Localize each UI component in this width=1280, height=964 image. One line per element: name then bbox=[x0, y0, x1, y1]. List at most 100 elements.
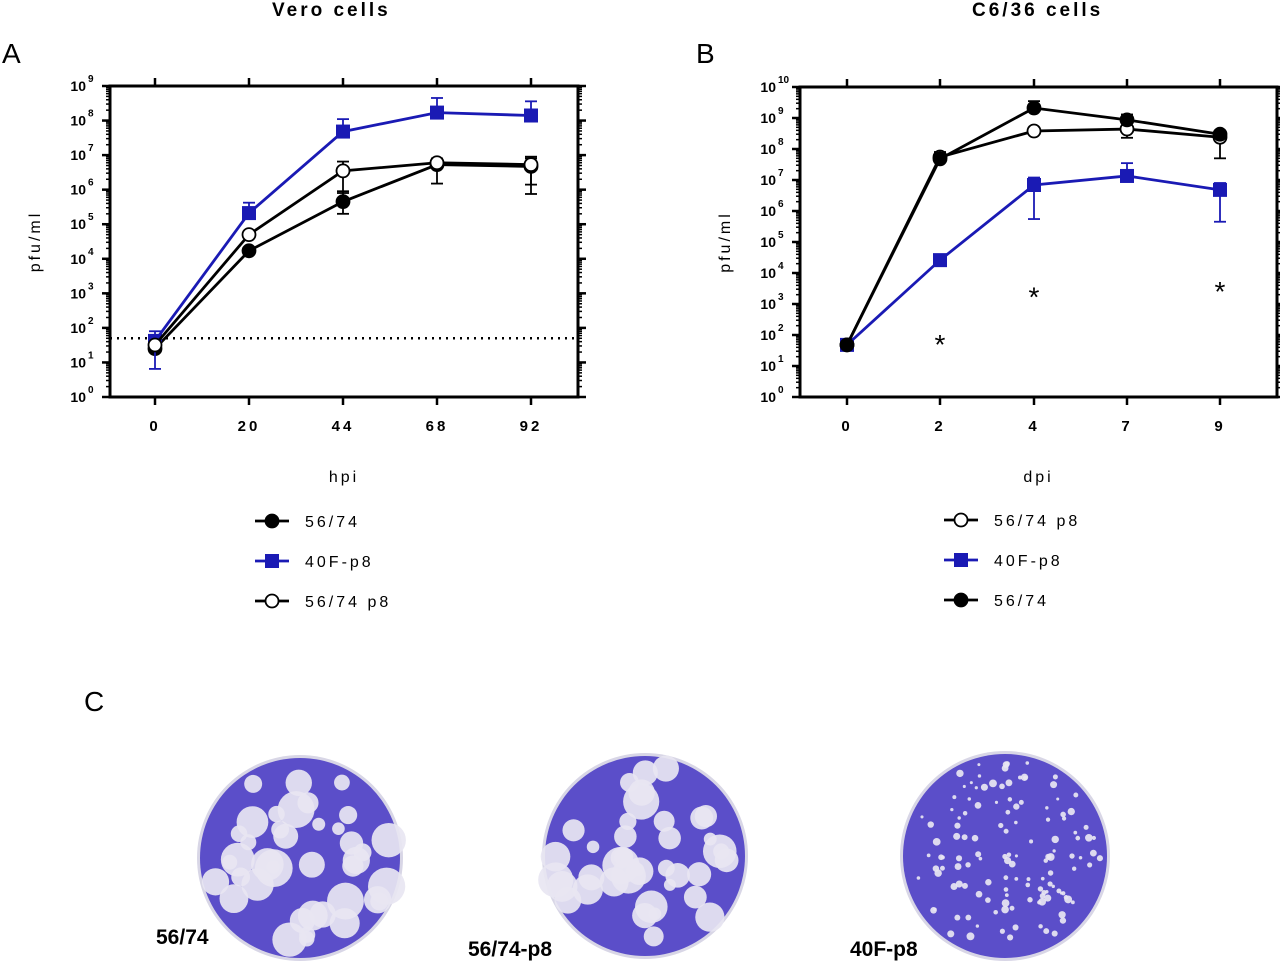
plaque-spot bbox=[1001, 899, 1010, 907]
plaque-spot bbox=[940, 865, 945, 871]
plaque-spot bbox=[999, 928, 1005, 934]
plaque-spot bbox=[1043, 858, 1049, 863]
plaque-spot bbox=[614, 825, 637, 848]
plaque-spot bbox=[930, 906, 937, 914]
plaque-spot bbox=[962, 784, 966, 788]
y-tick-exponent: 7 bbox=[778, 168, 784, 179]
chart-a: 10 010 110 210 310 410 510 610 710 810 90 20 44 68 92p… bbox=[27, 74, 586, 611]
plaque-well bbox=[900, 751, 1110, 961]
filled-circle-marker bbox=[1026, 100, 1042, 116]
y-tick-exponent: 0 bbox=[88, 385, 94, 396]
plaque-spot bbox=[985, 879, 992, 886]
plaque-spot bbox=[694, 804, 718, 828]
y-tick-exponent: 6 bbox=[778, 199, 784, 210]
plaque-images bbox=[197, 751, 1110, 961]
series-56-74-p8 bbox=[147, 155, 539, 353]
plaque-spot bbox=[1073, 830, 1078, 835]
y-tick-label: 10 bbox=[760, 203, 776, 219]
y-tick-label: 10 bbox=[760, 79, 776, 95]
plaque-spot bbox=[999, 783, 1005, 790]
plaque-spot bbox=[950, 807, 954, 812]
plaque-spot bbox=[251, 848, 284, 881]
legend-label: 56/74 p8 bbox=[994, 513, 1080, 530]
chart-a-title: Vero cells bbox=[272, 0, 391, 21]
plaque-spot bbox=[985, 897, 991, 903]
plaque-spot bbox=[962, 811, 968, 816]
y-tick-label: 10 bbox=[760, 234, 776, 250]
plaque-spot bbox=[1059, 891, 1063, 895]
plaque-spot bbox=[955, 880, 963, 888]
plaque-spot bbox=[334, 774, 350, 791]
y-tick-exponent: 3 bbox=[778, 292, 784, 303]
plaque-spot bbox=[277, 791, 315, 829]
plaque-spot bbox=[1051, 884, 1055, 889]
plaque-spot bbox=[1003, 828, 1009, 834]
y-tick-label: 10 bbox=[70, 147, 86, 163]
plaque-spot bbox=[665, 863, 690, 888]
plaque-spot bbox=[1052, 774, 1058, 780]
y-tick-exponent: 5 bbox=[88, 212, 94, 223]
open-circle-marker bbox=[335, 163, 351, 179]
square-marker bbox=[1213, 182, 1227, 197]
plaque-spot bbox=[1007, 797, 1013, 802]
plaque-spot bbox=[562, 819, 585, 842]
plaque-spot bbox=[950, 883, 958, 891]
plaque-spot bbox=[231, 867, 251, 887]
plaque-spot bbox=[1073, 792, 1079, 798]
y-tick-exponent: 6 bbox=[88, 178, 94, 189]
plaque-spot bbox=[332, 822, 345, 835]
y-tick-label: 10 bbox=[70, 182, 86, 198]
plaque-spot bbox=[955, 855, 963, 862]
plaque-spot bbox=[1078, 856, 1083, 860]
plaque-spot bbox=[1012, 924, 1019, 931]
square-marker bbox=[430, 105, 444, 120]
plaque-spot bbox=[1044, 894, 1052, 902]
plaque-spot bbox=[1037, 886, 1044, 892]
open-circle-marker bbox=[241, 227, 257, 243]
plaque-spot bbox=[653, 810, 675, 832]
plaque-spot bbox=[1071, 866, 1077, 871]
plaque-spot bbox=[658, 826, 681, 850]
plaque-spot bbox=[978, 856, 983, 861]
plaque-spot bbox=[977, 763, 981, 767]
plaque-spot bbox=[967, 797, 972, 801]
open-circle-marker bbox=[147, 337, 163, 353]
plaque-spot bbox=[1038, 924, 1043, 929]
filled-circle-marker bbox=[932, 151, 948, 167]
plaque-spot bbox=[683, 885, 707, 909]
plaque-spot bbox=[312, 817, 326, 831]
y-tick-label: 10 bbox=[760, 110, 776, 126]
plaque-spot bbox=[1002, 761, 1010, 768]
plaque-spot bbox=[695, 902, 725, 932]
y-tick-label: 10 bbox=[70, 113, 86, 129]
series-56-74 bbox=[839, 100, 1228, 353]
y-tick-exponent: 9 bbox=[778, 106, 784, 117]
y-tick-label: 10 bbox=[760, 327, 776, 343]
y-tick-label: 10 bbox=[70, 320, 86, 336]
series-56-74-p8 bbox=[839, 121, 1228, 353]
y-tick-exponent: 8 bbox=[88, 109, 94, 120]
y-axis-label: pfu/ml bbox=[27, 211, 44, 273]
filled-circle-marker bbox=[241, 243, 257, 259]
plaque-spot bbox=[1006, 852, 1012, 858]
plaque-spot bbox=[1087, 862, 1093, 868]
plaque-spot bbox=[989, 779, 997, 788]
plaque-spot bbox=[1047, 881, 1053, 887]
plaque-spot bbox=[1001, 905, 1009, 914]
plaque-spot bbox=[938, 854, 944, 861]
plaque-spot bbox=[954, 914, 961, 921]
plaque-spot bbox=[1045, 806, 1049, 810]
plaque-spot bbox=[953, 832, 961, 840]
plaque-spot bbox=[632, 760, 658, 786]
series-line bbox=[153, 111, 532, 342]
plaque-spot bbox=[1037, 900, 1042, 905]
plaque-spot bbox=[342, 846, 370, 875]
plaque-spot bbox=[648, 907, 662, 921]
plaque-spot bbox=[599, 867, 629, 897]
y-tick-label: 10 bbox=[70, 78, 86, 94]
plaque-spot bbox=[1083, 824, 1089, 830]
filled-circle-marker bbox=[1119, 112, 1135, 128]
y-tick-exponent: 2 bbox=[778, 323, 784, 334]
